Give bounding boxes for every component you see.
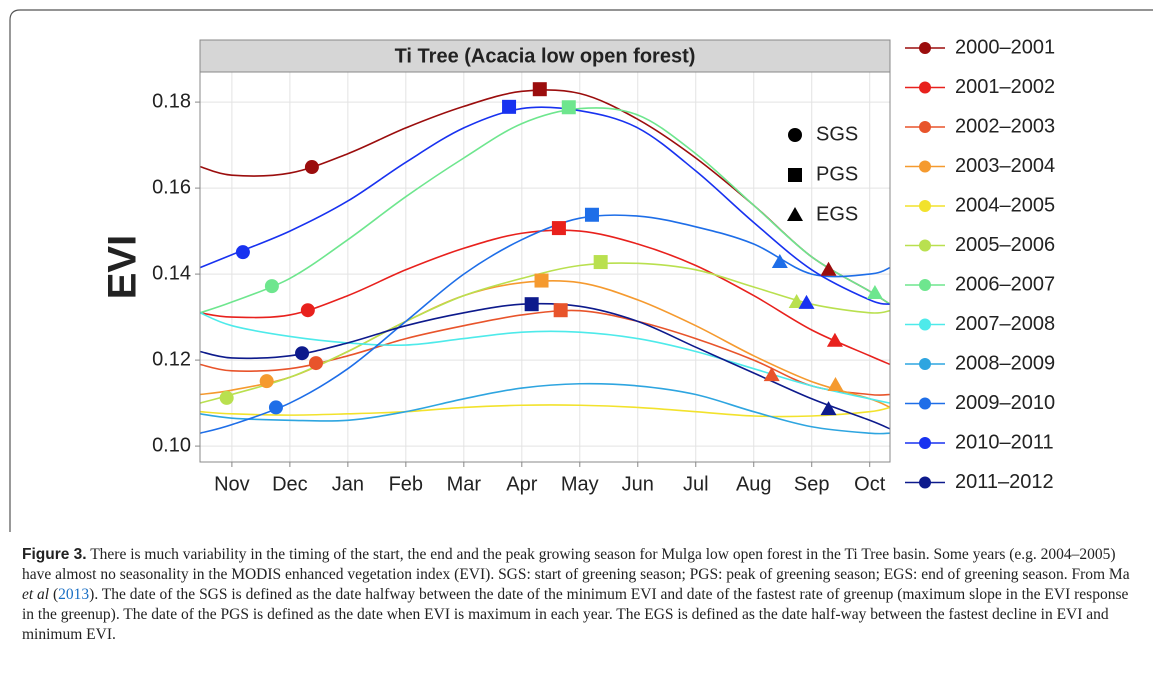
legend-key [919, 397, 931, 410]
marker [584, 207, 599, 222]
marker [826, 332, 843, 347]
marker [820, 401, 837, 416]
series-line [199, 302, 891, 430]
marker [827, 377, 844, 392]
legend-label: 2003–2004 [955, 155, 1055, 177]
x-tick-label: Apr [506, 473, 537, 495]
marker [264, 279, 279, 294]
x-tick-label: Feb [389, 473, 423, 495]
x-tick-label: Jul [683, 473, 709, 495]
marker [763, 367, 780, 382]
shape-legend-label: EGS [816, 203, 858, 225]
series-line [199, 382, 891, 435]
x-tick-label: Jan [332, 473, 364, 495]
series-line [199, 404, 891, 418]
x-tick-label: Aug [736, 473, 772, 495]
caption-label: Figure 3. [22, 546, 87, 563]
series-line [199, 106, 891, 305]
legend-label: 2011–2012 [955, 471, 1054, 493]
legend-key [919, 81, 931, 94]
marker [532, 82, 547, 97]
marker [268, 400, 283, 415]
legend-label: 2004–2005 [955, 194, 1055, 216]
caption-text: There is much variability in the timing … [22, 546, 1130, 583]
y-tick-label: 0.14 [152, 262, 191, 284]
y-tick-label: 0.16 [152, 176, 191, 198]
marker [524, 297, 539, 312]
legend-key [919, 476, 931, 489]
marker [771, 254, 788, 269]
marker [866, 285, 883, 300]
marker [295, 346, 310, 361]
x-tick-label: May [561, 473, 599, 495]
shape-legend-label: PGS [816, 163, 858, 185]
series-line [199, 214, 891, 434]
strip [199, 39, 891, 73]
legend-label: 2008–2009 [955, 352, 1055, 374]
marker [304, 160, 319, 175]
legend-label: 2006–2007 [955, 273, 1055, 295]
legend-key [919, 160, 931, 173]
marker [235, 245, 250, 260]
legend-label: 2010–2011 [955, 431, 1054, 453]
legend-label: 2007–2008 [955, 313, 1055, 335]
marker [561, 100, 576, 115]
marker [502, 99, 517, 114]
x-tick-label: Nov [214, 473, 250, 495]
marker [534, 273, 549, 288]
marker [300, 303, 315, 318]
series-line [199, 107, 891, 314]
caption-link[interactable]: 2013 [58, 586, 90, 603]
legend-label: 2005–2006 [955, 234, 1055, 256]
caption: Figure 3. There is much variability in t… [22, 545, 1132, 645]
marker [259, 374, 274, 389]
legend-key [919, 318, 931, 331]
y-tick-label: 0.10 [152, 434, 191, 456]
caption-text: ( [49, 586, 59, 603]
shape-legend-key [788, 128, 802, 142]
marker [820, 261, 837, 276]
marker [788, 294, 805, 309]
legend-label: 2001–2002 [955, 76, 1055, 98]
marker [593, 255, 608, 270]
legend-key [919, 437, 931, 449]
x-tick-label: Mar [447, 473, 482, 495]
marker [219, 390, 234, 405]
chart-title: Ti Tree (Acacia low open forest) [395, 45, 696, 67]
marker [798, 294, 815, 309]
marker [551, 221, 566, 236]
legend-key [919, 121, 931, 133]
legend-label: 2002–2003 [955, 115, 1055, 137]
marker [553, 303, 568, 318]
marker [308, 356, 323, 371]
x-tick-label: Dec [272, 473, 308, 495]
legend-key [919, 279, 931, 291]
shape-legend-key [788, 168, 802, 182]
x-tick-label: Oct [854, 473, 886, 495]
chart: Ti Tree (Acacia low open forest) EVI 0.1… [9, 9, 1153, 532]
frame [9, 9, 1153, 532]
y-tick-label: 0.12 [152, 348, 191, 370]
legend-key [919, 239, 931, 252]
caption-text: ). The date of the SGS is defined as the… [22, 586, 1129, 643]
shape-legend-label: SGS [816, 123, 858, 145]
shape-legend-key [787, 207, 803, 221]
x-tick-label: Sep [794, 473, 830, 495]
y-tick-label: 0.18 [152, 90, 191, 112]
legend-key [919, 42, 931, 54]
x-tick-label: Jun [622, 473, 654, 495]
legend-label: 2009–2010 [955, 392, 1055, 414]
caption-italic: et al [22, 586, 50, 603]
legend-key [919, 200, 931, 212]
series-line [199, 312, 891, 404]
legend-label: 2000–2001 [955, 36, 1055, 58]
y-axis-label: EVI [101, 235, 145, 299]
legend-key [919, 358, 931, 370]
